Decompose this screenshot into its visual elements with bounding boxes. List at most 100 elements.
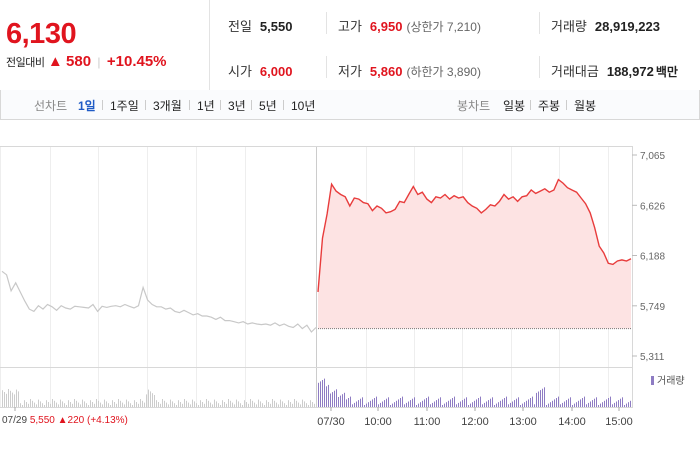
tab-daily[interactable]: 일봉: [503, 99, 526, 113]
tab-5y[interactable]: 5년: [259, 99, 277, 113]
volume-bar: [122, 402, 123, 407]
volume-bar: [428, 396, 429, 407]
y-tick-label: 5,749: [640, 302, 665, 313]
volume-legend-label: 거래량: [657, 376, 685, 387]
volume-bar: [74, 399, 75, 407]
volume-bar: [560, 404, 561, 407]
volume-bar: [10, 390, 11, 407]
volume-bar: [522, 403, 523, 407]
volume-bar: [386, 398, 387, 407]
volume-bar: [272, 399, 273, 407]
volume-bar: [468, 405, 469, 407]
volume-bar: [426, 398, 427, 407]
prev-day-line: [1, 270, 317, 333]
tab-weekly[interactable]: 주봉: [538, 99, 561, 113]
line-chart-label: 선차트: [34, 99, 68, 113]
divider: [251, 100, 252, 110]
volume-bar: [516, 398, 517, 407]
volume-bar: [96, 399, 97, 407]
tab-1d[interactable]: 1일: [78, 99, 96, 113]
volume-bar: [342, 394, 343, 407]
volume-bar: [356, 401, 357, 407]
volume-bar: [450, 399, 451, 407]
volume-bar: [18, 391, 19, 407]
volume-bar: [206, 399, 207, 407]
volume-bar: [256, 404, 257, 407]
stat-volume: 거래량 28,919,223: [551, 16, 660, 35]
volume-bar: [190, 404, 191, 407]
volume-bar: [466, 397, 467, 407]
tab-monthly[interactable]: 월봉: [574, 99, 597, 113]
volume-bar: [380, 402, 381, 407]
volume-bar: [290, 402, 291, 407]
volume-bar: [276, 402, 277, 407]
volume-bar: [52, 399, 53, 407]
volume-bar: [446, 402, 447, 407]
volume-bar: [278, 404, 279, 407]
volume-bar: [152, 393, 153, 407]
volume-bar: [514, 400, 515, 407]
volume-bar: [590, 401, 591, 407]
stat-label: 고가: [338, 19, 362, 34]
volume-bar: [44, 405, 45, 407]
stat-label: 저가: [338, 64, 362, 79]
volume-bar: [266, 400, 267, 407]
volume-bar: [84, 401, 85, 407]
volume-bar: [460, 401, 461, 407]
volume-bar: [388, 397, 389, 407]
volume-bar: [580, 399, 581, 407]
tab-1w[interactable]: 1주일: [110, 99, 139, 113]
volume-bar: [148, 389, 149, 407]
volume-bar: [556, 398, 557, 407]
change-value: 580: [66, 53, 92, 70]
volume-bar: [252, 400, 253, 407]
volume-bar: [196, 403, 197, 407]
volume-bar: [178, 400, 179, 407]
volume-bar: [264, 405, 265, 407]
volume-bar: [444, 403, 445, 407]
volume-bar: [490, 398, 491, 407]
price-chart[interactable]: 7,065 6,626 6,188 5,749 5,311 07/30 10:00 11:0…: [0, 119, 700, 450]
volume-bar: [584, 396, 585, 407]
volume-bar: [630, 400, 631, 407]
tab-10y[interactable]: 10년: [291, 99, 316, 113]
volume-bar: [562, 402, 563, 407]
volume-bar: [270, 403, 271, 407]
volume-swatch-icon: [651, 376, 654, 385]
today-fill: [318, 179, 631, 329]
volume-bar: [102, 404, 103, 407]
volume-bar: [626, 403, 627, 407]
volume-bar: [416, 405, 417, 407]
tab-1y[interactable]: 1년: [197, 99, 215, 113]
volume-bar: [596, 397, 597, 407]
tab-3y[interactable]: 3년: [228, 99, 246, 113]
volume-legend: 거래량: [651, 372, 685, 387]
volume-bar: [200, 400, 201, 407]
volume-bar: [608, 398, 609, 407]
volume-bar: [476, 399, 477, 407]
volume-bar: [410, 400, 411, 407]
volume-bar: [186, 400, 187, 407]
volume-bar: [90, 400, 91, 407]
volume-bar: [92, 402, 93, 407]
volume-bar: [358, 400, 359, 407]
y-axis-labels: 7,065 6,626 6,188 5,749 5,311: [632, 151, 665, 363]
stat-prev-close: 전일 5,550: [228, 16, 292, 35]
volume-bar: [412, 398, 413, 407]
tab-3m[interactable]: 3개월: [153, 99, 182, 113]
volume-bar: [616, 401, 617, 407]
volume-bar: [564, 401, 565, 407]
volume-bar: [320, 381, 321, 407]
volume-bar: [34, 402, 35, 407]
chart-tabbar: 선차트 1일 1주일 3개월 1년 3년 5년 10년 봉차트 일봉 주봉 월봉: [0, 90, 700, 120]
volume-bar: [618, 400, 619, 407]
y-tick-label: 5,311: [640, 352, 665, 363]
stat-value: 28,919,223: [594, 19, 660, 34]
volume-bar: [70, 402, 71, 407]
volume-bar: [332, 392, 333, 407]
volume-bar: [202, 402, 203, 407]
volume-bar: [548, 403, 549, 407]
volume-bar: [374, 398, 375, 407]
volume-bar: [56, 402, 57, 407]
divider: [189, 100, 190, 110]
